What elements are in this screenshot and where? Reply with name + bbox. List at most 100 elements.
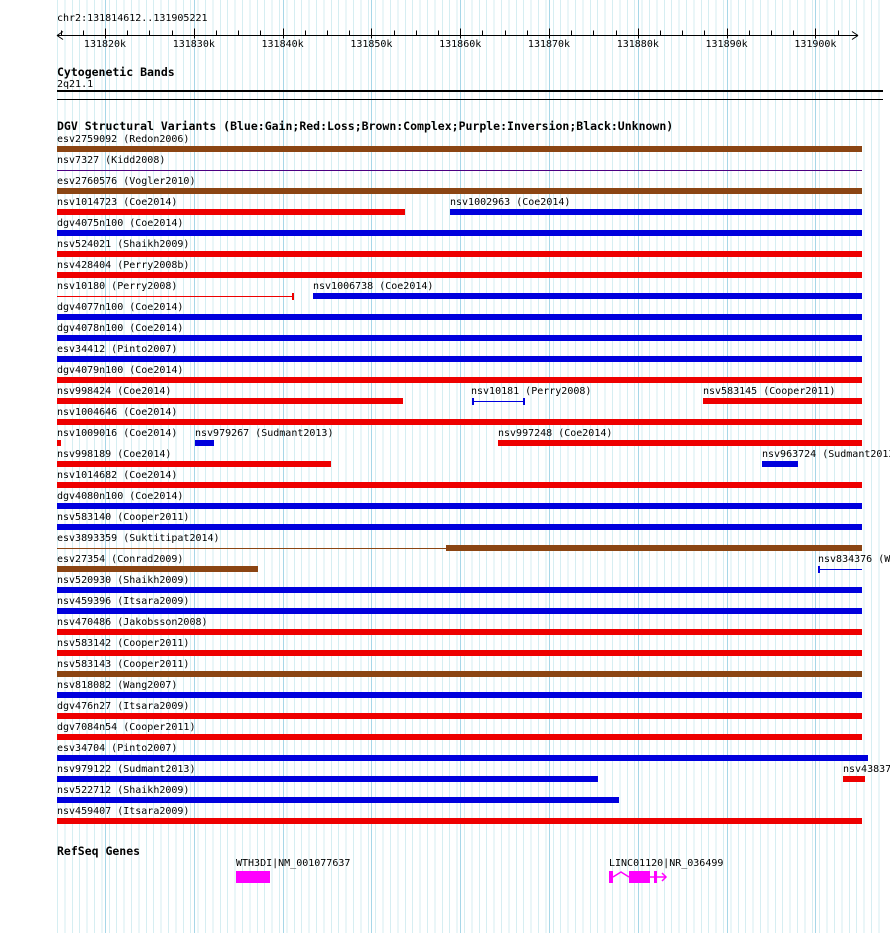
variant-bar[interactable] (57, 650, 862, 656)
variant-label[interactable]: nsv583140 (Cooper2011) (57, 512, 190, 523)
variant-bar[interactable] (57, 482, 862, 488)
variant-span-endtick[interactable] (472, 398, 474, 405)
variant-label[interactable]: nsv1006738 (Coe2014) (313, 281, 434, 292)
major-gridline (726, 0, 728, 933)
variant-span-endtick[interactable] (818, 566, 820, 573)
variant-label[interactable]: esv27354 (Conrad2009) (57, 554, 184, 565)
variant-label[interactable]: esv34412 (Pinto2007) (57, 344, 178, 355)
variant-bar[interactable] (57, 209, 405, 215)
variant-bar[interactable] (498, 440, 862, 446)
variant-bar[interactable] (57, 272, 862, 278)
track-separator (57, 99, 883, 100)
variant-label[interactable]: dgv4079n100 (Coe2014) (57, 365, 184, 376)
variant-label[interactable]: nsv583143 (Cooper2011) (57, 659, 190, 670)
variant-span-endtick[interactable] (523, 398, 525, 405)
variant-label[interactable]: nsv7327 (Kidd2008) (57, 155, 166, 166)
variant-label[interactable]: nsv998424 (Coe2014) (57, 386, 172, 397)
gene-structure[interactable] (608, 870, 668, 884)
variant-label[interactable]: esv2759092 (Redon2006) (57, 134, 190, 145)
variant-span-line[interactable] (57, 548, 446, 549)
variant-label[interactable]: nsv1014723 (Coe2014) (57, 197, 178, 208)
variant-bar[interactable] (57, 692, 862, 698)
variant-bar[interactable] (57, 461, 331, 467)
variant-label[interactable]: nsv583145 (Cooper2011) (703, 386, 836, 397)
variant-span-line[interactable] (472, 401, 524, 402)
variant-label[interactable]: nsv997248 (Coe2014) (498, 428, 613, 439)
variant-span-line[interactable] (818, 569, 862, 570)
variant-label[interactable]: dgv7084n54 (Cooper2011) (57, 722, 196, 733)
variant-bar[interactable] (57, 629, 862, 635)
variant-bar[interactable] (57, 755, 868, 761)
variant-label[interactable]: nsv10180 (Perry2008) (57, 281, 178, 292)
variant-bar[interactable] (195, 440, 214, 446)
variant-bar[interactable] (57, 356, 862, 362)
variant-label[interactable]: nsv998189 (Coe2014) (57, 449, 172, 460)
variant-label[interactable]: nsv470486 (Jakobsson2008) (57, 617, 208, 628)
variant-label[interactable]: nsv1014682 (Coe2014) (57, 470, 178, 481)
variant-label[interactable]: nsv524021 (Shaikh2009) (57, 239, 190, 250)
variant-label[interactable]: dgv4077n100 (Coe2014) (57, 302, 184, 313)
variant-label[interactable]: nsv43837 (843, 764, 890, 775)
variant-label[interactable]: nsv818082 (Wang2007) (57, 680, 178, 691)
variant-bar[interactable] (57, 188, 862, 194)
variant-bar[interactable] (57, 713, 862, 719)
variant-label[interactable]: nsv1002963 (Coe2014) (450, 197, 571, 208)
variant-bar[interactable] (57, 419, 862, 425)
region-title: chr2:131814612..131905221 (57, 13, 208, 24)
variant-label[interactable]: nsv979122 (Sudmant2013) (57, 764, 196, 775)
variant-bar[interactable] (57, 314, 862, 320)
dgv-track-header: DGV Structural Variants (Blue:Gain;Red:L… (57, 119, 674, 133)
ruler-tick-label: 131850k (350, 39, 393, 50)
variant-bar[interactable] (57, 818, 862, 824)
variant-label[interactable]: nsv834376 (W (818, 554, 890, 565)
variant-bar[interactable] (313, 293, 862, 299)
variant-bar[interactable] (703, 398, 862, 404)
variant-label[interactable]: nsv520930 (Shaikh2009) (57, 575, 190, 586)
variant-bar[interactable] (57, 734, 862, 740)
variant-bar[interactable] (57, 398, 403, 404)
variant-label[interactable]: dgv4080n100 (Coe2014) (57, 491, 184, 502)
major-gridline (549, 0, 550, 933)
variant-label[interactable]: nsv459396 (Itsara2009) (57, 596, 190, 607)
variant-label[interactable]: nsv522712 (Shaikh2009) (57, 785, 190, 796)
variant-bar[interactable] (450, 209, 862, 215)
variant-bar[interactable] (57, 377, 862, 383)
variant-bar[interactable] (57, 776, 598, 782)
variant-span-line[interactable] (57, 170, 862, 171)
variant-bar[interactable] (57, 587, 862, 593)
variant-bar[interactable] (57, 797, 619, 803)
gene-label[interactable]: LINC01120|NR_036499 (609, 858, 724, 869)
variant-label[interactable]: dgv476n27 (Itsara2009) (57, 701, 190, 712)
variant-span-endtick[interactable] (292, 293, 294, 300)
variant-bar[interactable] (57, 503, 862, 509)
variant-bar[interactable] (762, 461, 798, 467)
variant-bar[interactable] (57, 251, 862, 257)
variant-bar[interactable] (843, 776, 865, 782)
variant-label[interactable]: nsv10181 (Perry2008) (471, 386, 592, 397)
variant-label[interactable]: dgv4078n100 (Coe2014) (57, 323, 184, 334)
variant-label[interactable]: nsv428404 (Perry2008b) (57, 260, 190, 271)
variant-label[interactable]: nsv1004646 (Coe2014) (57, 407, 178, 418)
variant-span-line[interactable] (57, 296, 293, 297)
variant-label[interactable]: nsv1009016 (Coe2014) (57, 428, 178, 439)
variant-bar[interactable] (446, 545, 862, 551)
gene-label[interactable]: WTH3DI|NM_001077637 (236, 858, 351, 869)
variant-label[interactable]: esv34704 (Pinto2007) (57, 743, 178, 754)
variant-bar[interactable] (57, 524, 862, 530)
variant-bar[interactable] (57, 608, 862, 614)
variant-bar[interactable] (57, 566, 258, 572)
variant-bar[interactable] (57, 230, 862, 236)
variant-label[interactable]: nsv459407 (Itsara2009) (57, 806, 190, 817)
variant-label[interactable]: nsv979267 (Sudmant2013) (195, 428, 334, 439)
variant-bar[interactable] (57, 671, 862, 677)
cytoband-header: Cytogenetic Bands (57, 65, 175, 79)
variant-label[interactable]: nsv583142 (Cooper2011) (57, 638, 190, 649)
variant-bar[interactable] (57, 146, 862, 152)
gene-exon-box[interactable] (236, 871, 270, 883)
variant-label[interactable]: esv2760576 (Vogler2010) (57, 176, 196, 187)
variant-label[interactable]: esv3893359 (Suktitipat2014) (57, 533, 220, 544)
variant-label[interactable]: nsv963724 (Sudmant2013 (762, 449, 890, 460)
variant-label[interactable]: dgv4075n100 (Coe2014) (57, 218, 184, 229)
variant-bar[interactable] (57, 335, 862, 341)
variant-bar[interactable] (57, 440, 61, 446)
